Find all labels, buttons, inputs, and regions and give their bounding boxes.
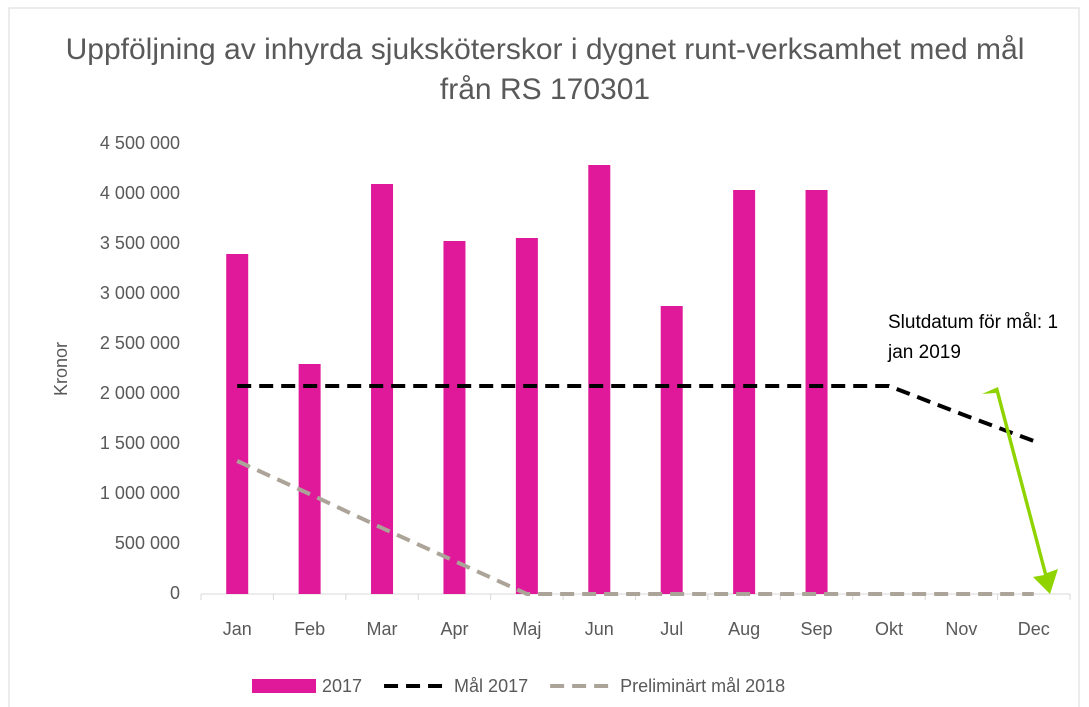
y-tick-label: 500 000 bbox=[115, 533, 180, 553]
x-tick-label: Jun bbox=[585, 619, 614, 639]
legend-label: Mål 2017 bbox=[454, 676, 528, 696]
y-tick-label: 3 000 000 bbox=[100, 283, 180, 303]
line bbox=[236, 459, 1034, 596]
x-tick-label: Okt bbox=[875, 619, 903, 639]
legend-label: 2017 bbox=[322, 676, 362, 696]
bar bbox=[733, 190, 756, 594]
x-tick-label: Maj bbox=[512, 619, 541, 639]
bar bbox=[226, 254, 249, 594]
chart-title: Uppföljning av inhyrda sjuksköterskor i … bbox=[65, 33, 1025, 106]
bar bbox=[660, 306, 683, 594]
bar bbox=[588, 165, 611, 594]
line bbox=[237, 384, 1035, 443]
y-tick-label: 1 000 000 bbox=[100, 483, 180, 503]
x-tick-label: Dec bbox=[1018, 619, 1050, 639]
y-tick-label: 0 bbox=[170, 583, 180, 603]
x-tick-label: Jan bbox=[223, 619, 252, 639]
bar bbox=[371, 184, 394, 594]
bar bbox=[443, 241, 466, 594]
x-tick-label: Jul bbox=[660, 619, 683, 639]
y-tick-label: 3 500 000 bbox=[100, 233, 180, 253]
y-tick-label: 4 500 000 bbox=[100, 133, 180, 153]
x-tick-label: Mar bbox=[367, 619, 398, 639]
x-tick-label: Aug bbox=[728, 619, 760, 639]
legend-label: Preliminärt mål 2018 bbox=[620, 676, 785, 696]
y-tick-label: 1 500 000 bbox=[100, 433, 180, 453]
chart-border bbox=[8, 7, 1080, 707]
bar bbox=[298, 364, 321, 594]
y-axis-label: Kronor bbox=[51, 342, 71, 396]
x-tick-label: Nov bbox=[945, 619, 977, 639]
arrow bbox=[982, 387, 1058, 594]
y-tick-label: 4 000 000 bbox=[100, 183, 180, 203]
x-tick-label: Apr bbox=[440, 619, 468, 639]
legend-swatch bbox=[252, 679, 316, 693]
y-tick-label: 2 500 000 bbox=[100, 333, 180, 353]
bar bbox=[805, 190, 828, 594]
x-tick-label: Sep bbox=[801, 619, 833, 639]
annotation: Slutdatum för mål: 1 jan 2019 bbox=[888, 312, 1059, 363]
x-tick-label: Feb bbox=[294, 619, 325, 639]
bar bbox=[515, 238, 538, 594]
y-tick-label: 2 000 000 bbox=[100, 383, 180, 403]
